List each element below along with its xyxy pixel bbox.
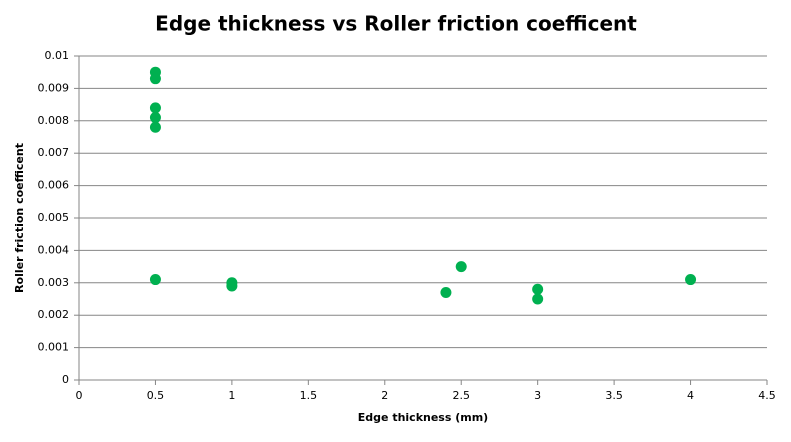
y-tick-label: 0.004: [38, 243, 70, 256]
x-tick-label: 0.5: [147, 389, 165, 402]
y-tick-label: 0.001: [38, 341, 70, 354]
y-tick-label: 0.002: [38, 308, 70, 321]
y-tick-label: 0.008: [38, 114, 70, 127]
x-tick-label: 3: [534, 389, 541, 402]
point: [532, 293, 544, 305]
x-tick-label: 3.5: [605, 389, 623, 402]
x-tick-label: 4: [687, 389, 694, 402]
point: [149, 102, 161, 114]
y-tick-label: 0.003: [38, 276, 70, 289]
point: [149, 73, 161, 85]
chart-title: Edge thickness vs Roller friction coeffi…: [155, 12, 637, 36]
y-tick-label: 0.01: [45, 49, 70, 62]
x-tick-label: 2: [381, 389, 388, 402]
x-tick-label: 2.5: [452, 389, 470, 402]
point: [455, 261, 467, 273]
x-tick-label: 1: [228, 389, 235, 402]
point: [685, 274, 697, 286]
point: [226, 280, 238, 292]
y-tick-label: 0.005: [38, 211, 70, 224]
x-tick-label: 1.5: [300, 389, 318, 402]
x-axis-label: Edge thickness (mm): [358, 411, 488, 424]
point: [149, 121, 161, 133]
y-axis-label: Roller friction coefficent: [13, 143, 26, 293]
y-tick-label: 0.009: [38, 81, 70, 94]
point: [440, 287, 452, 299]
y-tick-label: 0.006: [38, 179, 70, 192]
y-tick-label: 0.007: [38, 146, 70, 159]
x-tick-label: 4.5: [758, 389, 776, 402]
x-tick-label: 0: [76, 389, 83, 402]
point: [149, 112, 161, 124]
y-tick-label: 0: [62, 373, 69, 386]
point: [149, 274, 161, 286]
point: [532, 283, 544, 295]
